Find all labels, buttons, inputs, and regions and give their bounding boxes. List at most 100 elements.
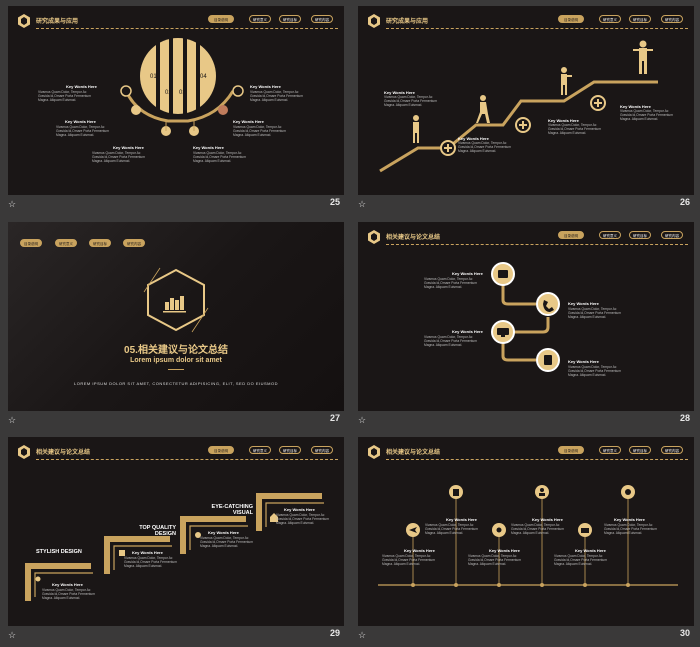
nav-pill-1[interactable]: 研究意义 [599,446,621,454]
star-icon[interactable]: ☆ [8,199,17,209]
nav-pill-0[interactable]: 目录说明 [558,230,584,239]
nav-pill-1[interactable]: 研究意义 [55,238,77,247]
nav-pill-1[interactable]: 研究意义 [599,15,621,23]
keyword-body: Vivamus Quam Dolor, Tempor Ac Gravida Id… [511,523,564,536]
nav-pill-0[interactable]: 目录说明 [558,446,584,454]
section-caption: LOREM IPSUM DOLOR SIT AMET, CONSECTETUR … [73,380,278,386]
nav-pill-3[interactable]: 研究内容 [661,446,683,454]
keyword-heading: Key Words Here [208,530,239,535]
star-icon[interactable]: ☆ [358,199,367,209]
logo-icon [18,445,30,459]
nav-pill-0[interactable]: 目录说明 [20,238,42,247]
nav-pill-0[interactable]: 目录说明 [208,15,234,23]
divider [168,368,184,370]
keyword-body: Vivamus Quam Dolor, Tempor Ac Gravida Id… [56,125,109,138]
nav-pill-3[interactable]: 研究内容 [311,446,333,454]
slide-number: 30 [679,628,690,638]
keyword-heading: Key Words Here [446,517,477,522]
slide-27: 目录说明 研究意义 研究目标 研究内容 05.相关建议与论文总结 Lorem i… [8,221,344,411]
header-divider [386,459,688,460]
keyword-heading: Key Words Here [52,582,83,587]
keyword-heading: Key Words Here [193,145,224,150]
keyword-heading: Key Words Here [233,119,264,124]
header-divider [36,28,338,29]
keyword-heading: Key Words Here [614,517,645,522]
stair-steps [25,493,324,601]
slide-number: 27 [329,412,340,423]
nav-pill-2[interactable]: 研究目标 [89,238,111,247]
star-icon[interactable]: ☆ [8,414,17,425]
nav-pill-2[interactable]: 研究目标 [279,15,301,23]
keyword-body: Vivamus Quam Dolor, Tempor Ac Gravida Id… [92,151,145,164]
keyword-heading: Key Words Here [568,358,599,364]
header-divider [386,28,688,29]
keyword-body: Vivamus Quam Dolor, Tempor Ac Gravida Id… [548,123,601,136]
keyword-body: Vivamus Quam Dolor, Tempor Ac Gravida Id… [276,513,329,526]
circle-diagram [120,38,244,136]
nav-pill-3[interactable]: 研究内容 [123,238,145,247]
keyword-body: Vivamus Quam Dolor, Tempor Ac Gravida Id… [42,588,95,601]
keyword-body: Vivamus Quam Dolor, Tempor Ac Gravida Id… [193,151,246,164]
keyword-body: Vivamus Quam Dolor, Tempor Ac Gravida Id… [424,334,477,347]
nav-pill-2[interactable]: 研究目标 [629,230,651,239]
keyword-body: Vivamus Quam Dolor, Tempor Ac Gravida Id… [384,95,437,108]
nav-pill-0[interactable]: 目录说明 [558,15,584,23]
keyword-body: Vivamus Quam Dolor, Tempor Ac Gravida Id… [568,364,621,377]
slide-thumb-25[interactable]: 研究成果与应用 目录说明 研究意义 研究目标 研究内容 01 02 03 04 … [0,0,350,216]
keyword-heading: Key Words Here [620,104,651,109]
slide-title: 相关建议与论文总结 [36,450,91,456]
nav-pill-0[interactable]: 目录说明 [208,446,234,454]
nav-pill-2[interactable]: 研究目标 [629,15,651,23]
keyword-heading: Key Words Here [575,548,606,553]
nav-pill-3[interactable]: 研究内容 [661,230,683,239]
nav-pill-1[interactable]: 研究意义 [599,230,621,239]
keyword-body: Vivamus Quam Dolor, Tempor Ac Gravida Id… [604,523,657,536]
logo-icon [368,229,380,244]
star-icon[interactable]: ☆ [358,414,367,425]
logo-icon [368,14,380,28]
nav-pill-3[interactable]: 研究内容 [311,15,333,23]
step-label: STYLISH DESIGN [36,549,82,555]
star-icon[interactable]: ☆ [358,630,367,640]
slide-thumb-28[interactable]: 相关建议与论文总结 目录说明 研究意义 研究目标 研究内容 Key Words … [350,216,700,432]
process-flow [491,261,560,372]
circle-label-03: 03 [179,90,186,96]
keyword-heading: Key Words Here [568,300,599,306]
keyword-heading: Key Words Here [66,84,97,89]
keyword-heading: Key Words Here [384,90,415,95]
nav-pill-2[interactable]: 研究目标 [629,446,651,454]
slide-29: 相关建议与论文总结 目录说明 研究意义 研究目标 研究内容 ST [8,437,344,626]
keyword-body: Vivamus Quam Dolor, Tempor Ac Gravida Id… [424,276,477,289]
slide-title: 相关建议与论文总结 [386,234,441,241]
keyword-heading: Key Words Here [284,507,315,512]
slide-25: 研究成果与应用 目录说明 研究意义 研究目标 研究内容 01 02 03 04 … [8,6,344,195]
header-divider [36,459,338,460]
slide-thumb-30[interactable]: 相关建议与论文总结 目录说明 研究意义 研究目标 研究内容 [350,431,700,647]
keyword-body: Vivamus Quam Dolor, Tempor Ac Gravida Id… [425,523,478,536]
keyword-heading: Key Words Here [250,84,281,89]
keyword-heading: Key Words Here [548,118,579,123]
timeline [378,485,678,587]
nav-pill-2[interactable]: 研究目标 [279,446,301,454]
keyword-heading: Key Words Here [452,328,483,334]
step-label: EYE-CATCHING VISUAL [211,504,253,516]
nav-pill-1[interactable]: 研究意义 [249,446,271,454]
nav-pill-3[interactable]: 研究内容 [661,15,683,23]
keyword-heading: Key Words Here [452,270,483,276]
slide-title: 相关建议与论文总结 [386,450,441,456]
keyword-body: Vivamus Quam Dolor, Tempor Ac Gravida Id… [233,125,286,138]
logo-icon [368,445,380,459]
header-divider [386,243,688,245]
slide-thumb-26[interactable]: 研究成果与应用 目录说明 研究意义 研究目标 研究内容 Key Words He… [350,0,700,216]
slide-title: 研究成果与应用 [386,19,429,25]
keyword-body: Vivamus Quam Dolor, Tempor Ac Gravida Id… [620,109,673,122]
keyword-heading: Key Words Here [458,136,489,141]
star-icon[interactable]: ☆ [8,630,17,640]
keyword-body: Vivamus Quam Dolor, Tempor Ac Gravida Id… [200,536,253,549]
slide-thumb-27[interactable]: 目录说明 研究意义 研究目标 研究内容 05.相关建议与论文总结 Lorem i… [0,216,350,432]
logo-icon [18,14,30,28]
nav-pill-1[interactable]: 研究意义 [249,15,271,23]
slide-thumb-29[interactable]: 相关建议与论文总结 目录说明 研究意义 研究目标 研究内容 ST [0,431,350,647]
keyword-heading: Key Words Here [532,517,563,522]
slide-number: 26 [679,197,690,207]
